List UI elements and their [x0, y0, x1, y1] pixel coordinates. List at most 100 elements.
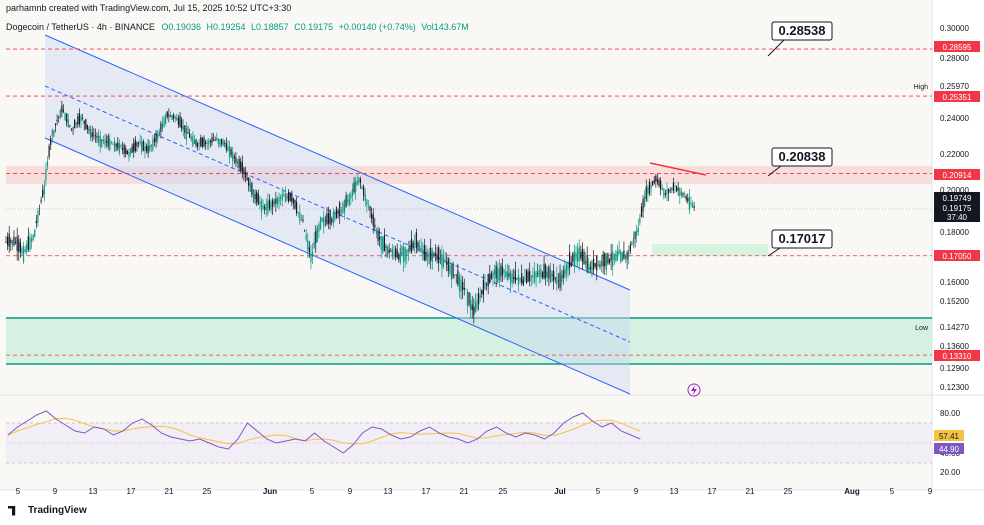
price-axis-background	[932, 0, 984, 490]
candle-body-373	[600, 261, 603, 266]
candle-body-332	[535, 272, 537, 278]
candle-body-422	[679, 188, 681, 196]
candle-body-162	[264, 206, 266, 211]
candle-body-339	[546, 271, 548, 277]
candle-body-225	[364, 194, 366, 201]
candle-body-153	[249, 183, 251, 192]
candle-body-121	[198, 142, 200, 144]
candle-body-194	[315, 230, 317, 244]
candle-body-254	[410, 239, 413, 252]
high-value: H0.19254	[206, 22, 246, 32]
callout-028538[interactable]: 0.28538	[767, 21, 833, 57]
candle-body-95	[157, 133, 159, 140]
callout-020838[interactable]: 0.20838	[767, 147, 833, 177]
candle-body-363	[584, 260, 587, 265]
candle-body-185	[300, 219, 302, 221]
candle-body-219	[355, 181, 357, 192]
candle-body-13	[26, 243, 28, 253]
candle-body-142	[232, 151, 234, 162]
candle-body-88	[145, 145, 148, 152]
candle-body-61	[102, 140, 104, 142]
candle-body-89	[147, 145, 149, 154]
candle-body-29	[51, 130, 53, 136]
candle-body-347	[559, 272, 561, 288]
candle-body-241	[390, 250, 392, 252]
candle-body-289	[466, 291, 469, 306]
candle-body-318	[513, 277, 515, 280]
tradingview-logo[interactable]: TradingView	[8, 505, 87, 516]
candle-body-302	[487, 274, 489, 287]
candle-body-281	[454, 274, 456, 276]
candle-body-266	[430, 247, 432, 261]
candle-body-235	[380, 235, 382, 250]
time-tick-6: Jun	[263, 487, 277, 496]
candle-body-46	[78, 113, 81, 125]
candle-body-18	[34, 229, 36, 237]
candle-body-368	[592, 258, 595, 270]
candle-body-8	[18, 239, 20, 252]
candle-body-177	[288, 191, 290, 202]
channel-lower-line	[44, 137, 631, 395]
candle-body-329	[530, 276, 532, 278]
candle-body-214	[347, 199, 349, 202]
candle-body-375	[604, 252, 606, 267]
time-tick-0: 5	[16, 487, 21, 496]
rsi-badge-text-0: 57.41	[939, 432, 960, 441]
candle-body-138	[225, 143, 227, 150]
candle-body-280	[452, 263, 454, 278]
candle-body-82	[136, 142, 138, 147]
candle-body-232	[375, 230, 378, 234]
candle-body-128	[209, 140, 211, 142]
candle-body-356	[573, 251, 576, 267]
candle-body-402	[647, 187, 649, 195]
candle-body-273	[441, 254, 443, 269]
candle-body-12	[24, 248, 26, 252]
candle-body-274	[442, 257, 445, 267]
candle-body-158	[257, 193, 259, 205]
tradingview-mark-icon	[8, 505, 16, 516]
candle-body-384	[618, 249, 620, 255]
candle-body-349	[562, 270, 564, 279]
symbol-legend[interactable]: Dogecoin / TetherUS · 4h · BINANCE O0.19…	[6, 22, 469, 32]
candle-body-84	[139, 141, 141, 144]
candle-body-62	[104, 139, 106, 146]
candle-body-42	[72, 128, 74, 130]
price-badge-6	[934, 250, 980, 261]
candle-body-87	[144, 146, 146, 152]
candle-body-379	[610, 253, 612, 261]
candle-body-371	[597, 264, 599, 266]
callout-017017[interactable]: 0.17017	[767, 229, 833, 257]
candle-body-114	[187, 132, 189, 134]
candle-body-171	[278, 197, 280, 203]
candle-body-27	[48, 145, 50, 157]
candle-body-116	[190, 136, 192, 140]
candle-body-181	[294, 199, 296, 209]
candles-group	[5, 100, 695, 324]
candle-body-126	[206, 142, 208, 144]
price-axis[interactable]: 0.30000 0.28000 0.25970 0.24000 0.22000 0.200…	[914, 24, 980, 392]
candle-body-11	[22, 246, 25, 262]
candle-body-180	[292, 198, 294, 204]
time-axis[interactable]: 5 9 13 17 21 25 Jun 5 9 13 17 21 25 Jul 5 9 13 17 21 25 Aug 5…	[16, 487, 933, 496]
candle-body-74	[123, 144, 125, 154]
candle-body-424	[682, 193, 684, 196]
candle-body-264	[426, 253, 429, 257]
candle-body-370	[596, 255, 598, 271]
candle-body-0	[5, 242, 7, 243]
candle-body-303	[489, 274, 491, 283]
price-badge-text-4: 0.19175	[943, 204, 972, 213]
lightning-icon[interactable]	[687, 383, 701, 397]
candle-body-417	[671, 187, 673, 191]
price-badge-7	[934, 350, 980, 361]
candle-body-48	[82, 118, 84, 119]
candle-body-104	[171, 115, 173, 117]
candle-body-163	[265, 203, 267, 211]
candle-body-7	[16, 236, 18, 251]
candle-body-209	[339, 202, 341, 217]
candle-body-252	[407, 248, 409, 252]
time-tick-22: 9	[928, 487, 933, 496]
candle-body-319	[514, 270, 516, 283]
time-tick-21: 5	[890, 487, 895, 496]
